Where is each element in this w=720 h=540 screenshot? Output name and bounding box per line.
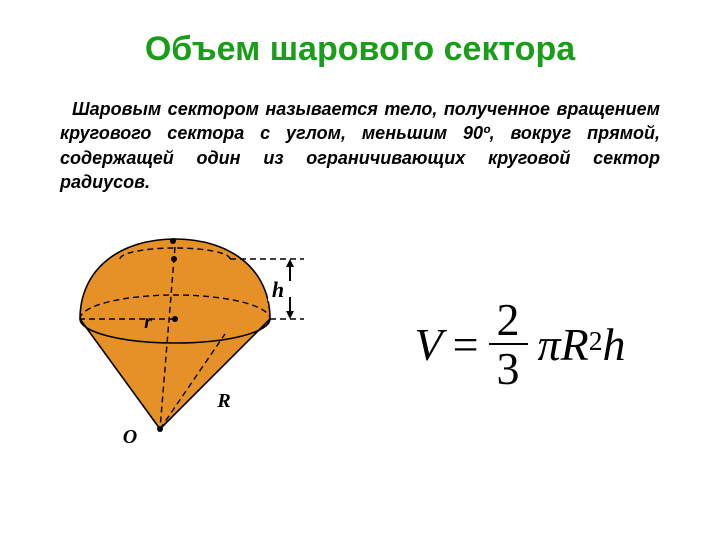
formula-h: h <box>603 318 626 371</box>
content-row: h r R O V = 2 3 π R 2 h <box>60 219 660 469</box>
sector-diagram: h r R O <box>60 219 330 469</box>
formula-pi: π <box>538 318 561 371</box>
formula-num: 2 <box>489 298 528 346</box>
formula-eq: = <box>453 318 479 371</box>
formula-den: 3 <box>489 345 528 391</box>
formula-exp: 2 <box>589 325 603 357</box>
page-title: Объем шарового сектора <box>60 30 660 69</box>
label-r: r <box>144 311 152 333</box>
label-R-diagram: R <box>216 390 230 412</box>
formula-fraction: 2 3 <box>489 298 528 391</box>
formula-V: V <box>414 318 442 371</box>
volume-formula: V = 2 3 π R 2 h <box>380 298 660 391</box>
formula-R: R <box>561 318 589 371</box>
label-O: O <box>123 426 137 448</box>
definition-text: Шаровым сектором называется тело, получе… <box>60 97 660 194</box>
label-h: h <box>272 277 284 302</box>
